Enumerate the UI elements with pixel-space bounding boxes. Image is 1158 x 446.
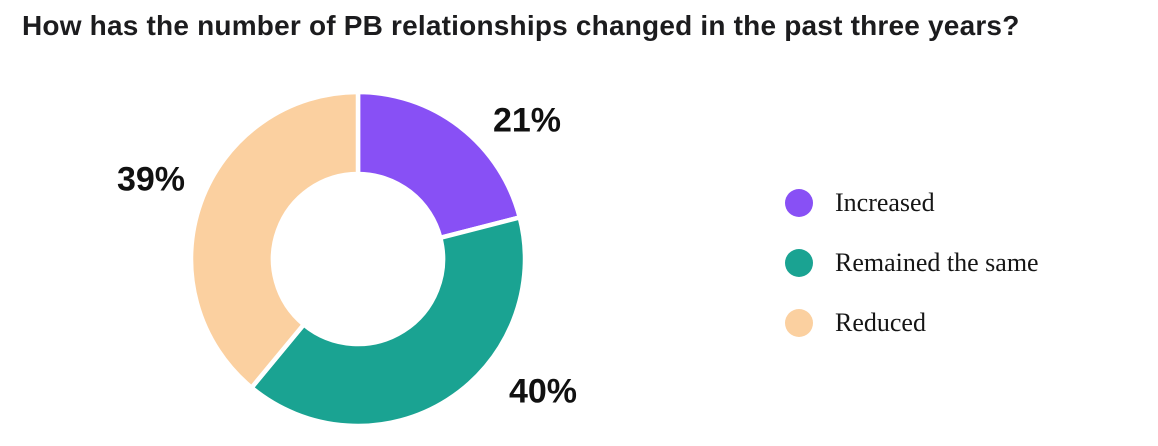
donut-slice-remained-the-same	[249, 215, 528, 429]
donut-slice-increased	[355, 89, 523, 241]
donut-slice-reduced	[188, 89, 361, 390]
legend-label-reduced: Reduced	[835, 308, 926, 337]
slice-value-label-reduced: 39%	[116, 160, 186, 199]
legend-label-increased: Increased	[835, 188, 935, 217]
slice-value-label-increased: 21%	[492, 101, 562, 140]
legend-item-increased: Increased	[785, 188, 1039, 218]
chart-legend: Increased Remained the same Reduced	[785, 188, 1039, 338]
legend-item-remained-the-same: Remained the same	[785, 248, 1039, 278]
slice-value-label-remained-the-same: 40%	[508, 372, 578, 411]
legend-swatch-remained-the-same-icon	[785, 249, 813, 277]
legend-swatch-reduced-icon	[785, 309, 813, 337]
legend-label-remained-the-same: Remained the same	[835, 248, 1039, 277]
legend-swatch-increased-icon	[785, 189, 813, 217]
legend-item-reduced: Reduced	[785, 308, 1039, 338]
chart-title: How has the number of PB relationships c…	[22, 10, 1020, 41]
